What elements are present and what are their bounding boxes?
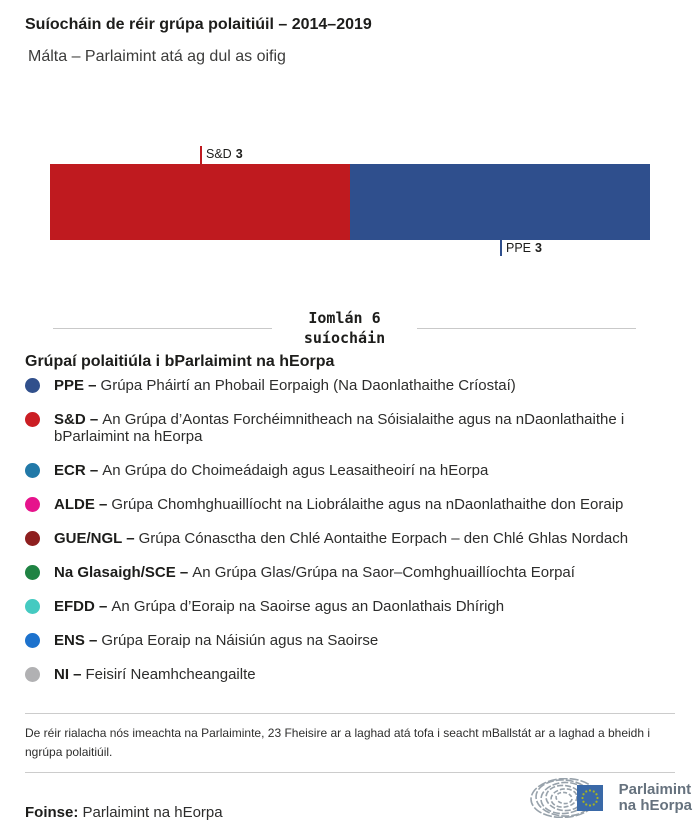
legend-code: Na Glasaigh/SCE – [54,564,189,581]
legend-item: GUE/NGL – Grúpa Cónasctha den Chlé Aontai… [25,530,670,547]
bar-segment [50,164,350,240]
legend-code: ALDE – [54,496,108,513]
legend-code: ENS – [54,632,98,649]
ep-logo-mark [529,778,603,818]
legend-code: EFDD – [54,598,108,615]
legend-desc: An Grúpa d’Eoraip na Saoirse agus an Dao… [111,598,505,615]
legend-item: ECR – An Grúpa do Choimeádaigh agus Leasa… [25,462,670,479]
eu-flag-icon [576,785,603,811]
legend-code: GUE/NGL – [54,530,135,547]
legend-color-dot [25,497,40,512]
legend-label: ALDE – Grúpa Chomhghuaillíocht na Liobrál… [54,496,623,513]
ep-logo-line2: na hEorpa [618,797,692,814]
legend-label: GUE/NGL – Grúpa Cónasctha den Chlé Aontai… [54,530,628,547]
source-label: Foinse: [25,804,79,821]
legend-title: Grúpaí polaitiúla i bParlaimint na hEorp… [25,353,335,370]
seat-bar-chart: S&D 3 PPE 3 [50,146,650,258]
total-seats-line1: Iomlán 6 [308,309,381,327]
note-divider [25,713,675,714]
segment-seat-count: 3 [235,147,243,161]
segment-seat-count: 3 [535,241,542,255]
legend-label: Na Glasaigh/SCE – An Grúpa Glas/Grúpa na … [54,564,575,581]
legend-color-dot [25,378,40,393]
stacked-seat-bar [50,164,650,240]
legend-item: PPE – Grúpa Pháirtí an Phobail Eorpaigh (… [25,377,670,394]
legend-desc: Grúpa Cónasctha den Chlé Aontaithe Eorpa… [138,530,629,547]
left-rule [53,327,272,329]
total-seats-row: Iomlán 6 suíocháin [53,308,636,348]
legend-code: NI – [54,666,82,683]
legend-color-dot [25,667,40,682]
legend-label: PPE – Grúpa Pháirtí an Phobail Eorpaigh (… [54,377,516,394]
legend-desc: Grúpa Eoraip na Náisiún agus na Saoirse [101,632,379,649]
legend-desc: Feisirí Neamhcheangailte [85,666,256,683]
bar-segment [350,164,650,240]
page-subtitle: Málta – Parlaimint atá ag dul as oifig [28,48,286,65]
segment-group-name: PPE [506,241,532,255]
legend-code: ECR – [54,462,99,479]
procedural-note: De réir rialacha nós imeachta na Parlaim… [25,726,651,759]
legend-item: ENS – Grúpa Eoraip na Náisiún agus na Sao… [25,632,670,649]
total-seats-label: Iomlán 6 suíocháin [272,308,417,348]
legend-color-dot [25,633,40,648]
segment-group-name: S&D [206,147,232,161]
legend-label: NI – Feisirí Neamhcheangailte [54,666,256,683]
source-line: Foinse: Parlaimint na hEorpa [25,804,223,821]
legend-color-dot [25,463,40,478]
legend-item: ALDE – Grúpa Chomhghuaillíocht na Liobrál… [25,496,670,513]
tick-mark [500,240,502,256]
legend-color-dot [25,531,40,546]
legend-item: EFDD – An Grúpa d’Eoraip na Saoirse agus … [25,598,670,615]
legend: PPE – Grúpa Pháirtí an Phobail Eorpaigh (… [25,377,670,700]
legend-item: NI – Feisirí Neamhcheangailte [25,666,670,683]
ep-logo-line1: Parlaimint [618,781,692,798]
source-value: Parlaimint na hEorpa [82,804,223,821]
legend-desc: An Grúpa Glas/Grúpa na Saor–Comhghuaillí… [192,564,575,581]
legend-desc: An Grúpa d’Aontas Forchéimnitheach na Só… [54,411,625,445]
ep-logo: Parlaimint na hEorpa [524,778,692,818]
legend-color-dot [25,412,40,427]
legend-desc: Grúpa Pháirtí an Phobail Eorpaigh (Na Da… [100,377,516,394]
legend-label: ECR – An Grúpa do Choimeádaigh agus Leasa… [54,462,488,479]
legend-label: ENS – Grúpa Eoraip na Náisiún agus na Sao… [54,632,378,649]
legend-label: S&D – An Grúpa d’Aontas Forchéimnitheach … [54,411,664,445]
legend-color-dot [25,599,40,614]
legend-code: PPE – [54,377,97,394]
legend-desc: Grúpa Chomhghuaillíocht na Liobrálaithe … [111,496,624,513]
footer-divider [25,772,675,773]
legend-item: Na Glasaigh/SCE – An Grúpa Glas/Grúpa na … [25,564,670,581]
legend-label: EFDD – An Grúpa d’Eoraip na Saoirse agus … [54,598,504,615]
bar-label-ppe: PPE 3 [500,240,542,258]
legend-color-dot [25,565,40,580]
tick-mark [200,146,202,164]
right-rule [417,327,636,329]
legend-code: S&D – [54,411,99,428]
legend-item: S&D – An Grúpa d’Aontas Forchéimnitheach … [25,411,670,445]
bar-label-sd: S&D 3 [200,146,243,164]
legend-desc: An Grúpa do Choimeádaigh agus Leasaitheo… [102,462,489,479]
page-title: Suíocháin de réir grúpa polaitiúil – 201… [25,16,372,33]
ep-logo-wordmark: Parlaimint na hEorpa [619,782,692,814]
total-seats-line2: suíocháin [303,329,386,347]
